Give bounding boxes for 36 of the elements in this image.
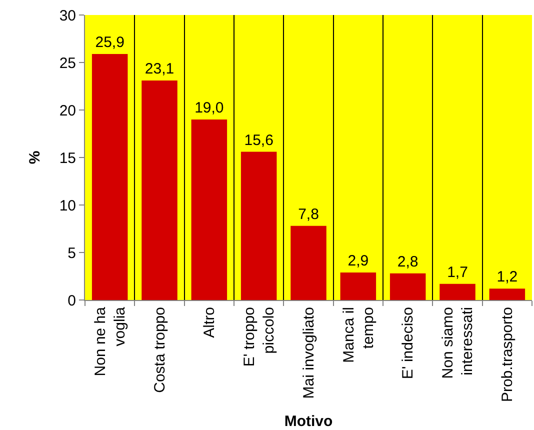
x-tick-label: E' troppo piccolo: [240, 307, 278, 367]
data-label: 23,1: [144, 60, 174, 78]
bar: [340, 272, 376, 300]
data-label: 25,9: [95, 34, 124, 51]
y-tick-label: 25: [59, 54, 76, 72]
bar: [489, 288, 526, 300]
bar: [440, 284, 476, 300]
data-label: 15,6: [244, 132, 274, 149]
x-tick-label: Mai invogliato: [300, 307, 318, 399]
y-tick-label: 0: [68, 292, 76, 310]
x-tick-label: Costa troppo: [151, 307, 168, 393]
x-tick-label: Altro: [201, 307, 218, 338]
x-tick-label: Manca il tempo: [340, 307, 377, 363]
bar: [240, 152, 277, 300]
bar: [290, 226, 326, 300]
y-tick-label: 30: [59, 7, 76, 24]
x-axis-title: Motivo: [284, 413, 333, 430]
bar: [390, 273, 426, 300]
y-tick-label: 10: [59, 197, 76, 214]
y-tick-label: 15: [59, 150, 76, 167]
data-label: 2,8: [397, 253, 418, 270]
data-label: 7,8: [298, 206, 319, 223]
data-label: 1,7: [447, 264, 468, 281]
bar: [142, 80, 178, 300]
y-tick-label: 20: [59, 102, 76, 120]
x-tick-label: Non siamo interessati: [440, 307, 476, 379]
bar: [92, 54, 128, 300]
data-label: 19,0: [194, 100, 224, 116]
x-tick-label: E' indeciso: [400, 307, 417, 380]
bar: [191, 120, 228, 300]
y-tick-label: 5: [68, 244, 76, 262]
data-label: 1,2: [496, 268, 518, 286]
y-axis-title: %: [26, 150, 44, 164]
data-label: 2,9: [348, 252, 369, 270]
x-tick-label: Non ne ha voglia: [92, 306, 128, 376]
x-tick-label: Prob.trasporto: [499, 307, 516, 402]
